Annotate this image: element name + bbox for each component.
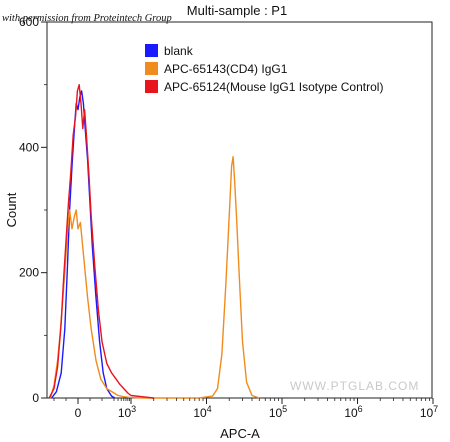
series-line-2 bbox=[49, 156, 260, 399]
legend-swatch-1 bbox=[145, 44, 158, 57]
x-axis-label: APC-A bbox=[220, 426, 260, 441]
legend-swatch-2 bbox=[145, 62, 158, 75]
y-tick-label-0: 0 bbox=[32, 391, 39, 405]
x-tick-label-4: 106 bbox=[344, 404, 362, 420]
legend: blank APC-65143(CD4) IgG1 APC-65124(Mouse … bbox=[145, 44, 383, 94]
watermark: WWW.PTGLAB.COM bbox=[290, 379, 419, 393]
permission-note: with permission from Proteintech Group bbox=[2, 13, 172, 24]
series-line-3 bbox=[48, 84, 154, 399]
chart-title: Multi-sample : P1 bbox=[187, 3, 287, 18]
x-tick-label-3: 105 bbox=[269, 404, 287, 420]
y-tick-label-1: 200 bbox=[19, 266, 39, 280]
legend-label-3: APC-65124(Mouse IgG1 Isotype Control) bbox=[164, 80, 383, 94]
legend-label-1: blank bbox=[164, 44, 194, 58]
y-tick-label-2: 400 bbox=[19, 140, 39, 154]
x-tick-label-0: 0 bbox=[75, 406, 82, 420]
legend-label-2: APC-65143(CD4) IgG1 bbox=[164, 62, 288, 76]
y-axis: 0 200 400 600 bbox=[19, 15, 47, 405]
plot-frame bbox=[46, 21, 433, 399]
histogram-curves bbox=[48, 84, 260, 399]
y-axis-label: Count bbox=[4, 192, 19, 227]
x-tick-label-5: 107 bbox=[420, 404, 438, 420]
x-axis: 0 103 104 105 106 107 bbox=[53, 398, 438, 420]
x-tick-label-1: 103 bbox=[118, 404, 136, 420]
series-line-1 bbox=[51, 90, 116, 399]
x-tick-label-2: 104 bbox=[193, 404, 211, 420]
y-tick-label-3: 600 bbox=[19, 15, 39, 29]
legend-swatch-3 bbox=[145, 80, 158, 93]
